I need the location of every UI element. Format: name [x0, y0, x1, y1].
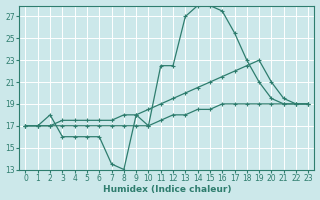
- X-axis label: Humidex (Indice chaleur): Humidex (Indice chaleur): [103, 185, 231, 194]
